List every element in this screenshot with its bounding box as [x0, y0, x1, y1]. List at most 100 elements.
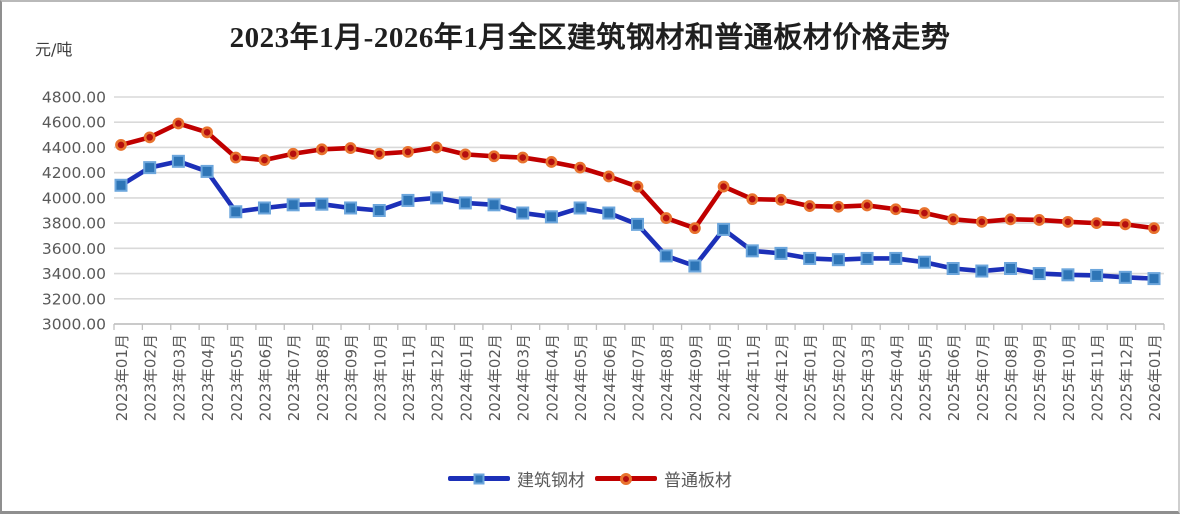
data-point-marker	[258, 154, 271, 166]
data-point-marker	[746, 193, 759, 206]
y-axis-unit-label: 元/吨	[35, 40, 73, 59]
data-point-marker	[516, 151, 529, 164]
x-axis-label: 2023年09月	[343, 334, 361, 421]
data-point-marker	[1118, 270, 1132, 284]
y-axis-label: 4200.00	[42, 164, 106, 182]
x-axis-label: 2023年12月	[429, 334, 447, 421]
data-point-marker	[257, 201, 271, 215]
red-line-sample-icon	[595, 472, 657, 485]
data-point-marker	[889, 203, 902, 216]
y-axis-label: 4400.00	[42, 139, 106, 157]
y-axis-label: 3000.00	[42, 316, 106, 334]
x-axis-label: 2024年03月	[515, 334, 533, 421]
y-axis-label: 4800.00	[42, 89, 106, 107]
data-point-marker	[774, 246, 788, 260]
chart-title: 2023年1月-2026年1月全区建筑钢材和普通板材价格走势	[229, 22, 951, 54]
data-point-marker	[402, 145, 414, 158]
data-point-marker	[775, 193, 787, 206]
data-point-marker	[171, 154, 185, 168]
data-point-marker	[172, 117, 185, 130]
legend-label-plate: 普通板材	[664, 471, 732, 491]
data-point-marker	[688, 259, 702, 273]
x-axis-label: 2025年10月	[1060, 334, 1078, 421]
x-axis-label: 2025年09月	[1031, 334, 1049, 421]
x-axis-label: 2025年04月	[888, 334, 906, 421]
x-axis-label: 2024年02月	[486, 334, 504, 421]
x-axis-label: 2025年06月	[945, 334, 963, 421]
x-axis-label: 2025年03月	[859, 334, 877, 421]
y-axis-label: 4000.00	[42, 189, 106, 207]
y-axis-label: 3400.00	[42, 265, 106, 283]
data-point-marker	[1061, 268, 1075, 282]
x-axis-label: 2025年12月	[1117, 334, 1135, 421]
data-point-marker	[1090, 217, 1103, 230]
x-axis-label: 2025年08月	[1003, 334, 1021, 421]
x-axis-label: 2025年05月	[916, 334, 934, 421]
x-axis-label: 2024年11月	[744, 334, 762, 421]
data-point-marker	[918, 207, 931, 219]
data-point-marker	[1033, 214, 1046, 226]
data-point-marker	[1090, 268, 1104, 282]
data-point-marker	[745, 244, 759, 258]
y-axis-label: 3600.00	[42, 240, 106, 258]
data-point-marker	[315, 143, 328, 156]
x-axis-label: 2024年06月	[601, 334, 619, 421]
data-point-marker	[401, 193, 415, 207]
x-axis-label: 2025年11月	[1089, 334, 1107, 421]
legend-item-plate[interactable]: 普通板材	[595, 466, 732, 491]
data-point-marker	[602, 170, 615, 183]
square-marker-icon	[473, 473, 485, 484]
data-point-marker	[803, 251, 817, 265]
y-axis-label: 3200.00	[42, 290, 106, 308]
x-axis-label: 2026年01月	[1146, 334, 1164, 421]
x-axis-label: 2023年06月	[256, 334, 274, 421]
y-axis-label: 4600.00	[42, 114, 106, 132]
x-axis-label: 2025年07月	[974, 334, 992, 421]
x-axis-label: 2024年12月	[773, 334, 791, 421]
data-point-marker	[344, 201, 358, 215]
data-point-marker	[831, 253, 845, 267]
data-point-marker	[372, 204, 386, 217]
x-axis-label: 2024年01月	[457, 334, 475, 421]
data-point-marker	[459, 148, 472, 161]
x-axis-label: 2023年07月	[285, 334, 303, 421]
data-point-marker	[917, 255, 931, 269]
data-point-marker	[975, 215, 988, 228]
data-point-marker	[975, 264, 989, 278]
data-point-marker	[803, 200, 816, 212]
x-axis-label: 2024年09月	[687, 334, 705, 421]
data-point-marker	[545, 156, 558, 168]
data-point-marker	[544, 210, 558, 224]
data-point-marker	[631, 217, 644, 231]
data-point-marker	[889, 251, 903, 265]
x-axis-label: 2024年04月	[543, 334, 561, 421]
legend-label-construction-steel: 建筑钢材	[517, 471, 585, 491]
blue-line-sample-icon	[448, 473, 510, 484]
data-point-marker	[574, 161, 587, 174]
x-axis-label: 2023年03月	[170, 334, 188, 421]
data-point-marker	[717, 180, 730, 193]
x-axis-label: 2024年10月	[716, 334, 734, 421]
data-point-marker	[602, 206, 616, 220]
data-point-marker	[860, 251, 874, 265]
x-axis-label: 2023年01月	[113, 334, 131, 421]
data-point-marker	[373, 147, 386, 160]
data-point-marker	[201, 126, 213, 139]
data-point-marker	[717, 222, 731, 236]
y-axis-label: 3800.00	[42, 215, 106, 233]
legend-item-construction-steel[interactable]: 建筑钢材	[448, 466, 585, 491]
x-axis-label: 2023年08月	[314, 334, 332, 421]
data-point-marker	[115, 139, 127, 151]
data-point-marker	[946, 262, 960, 276]
x-axis-label: 2024年08月	[658, 334, 676, 421]
data-point-marker	[200, 164, 214, 178]
x-axis-label: 2024年07月	[630, 334, 648, 421]
data-point-marker	[430, 141, 443, 154]
x-axis-label: 2023年05月	[228, 334, 246, 421]
data-point-marker	[659, 249, 673, 263]
data-point-marker	[947, 213, 960, 226]
data-point-marker	[114, 178, 128, 192]
data-point-marker	[1147, 272, 1161, 286]
